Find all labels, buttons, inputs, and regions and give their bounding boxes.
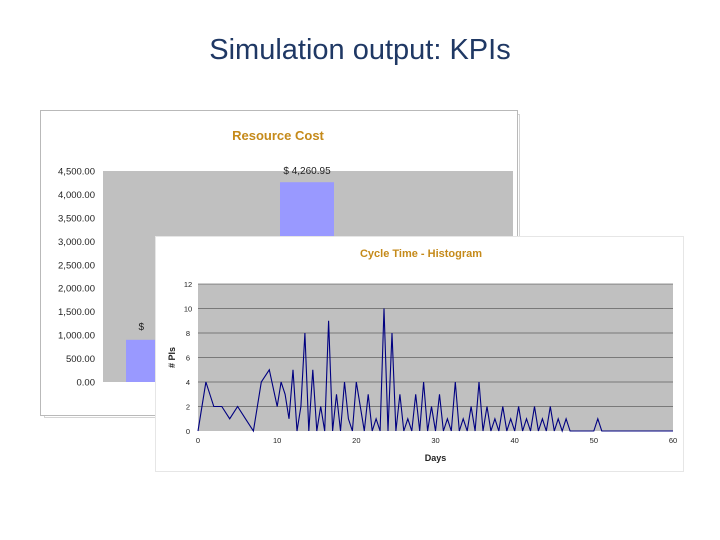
cycle-time-chart: Cycle Time - Histogram 0 2 4 6 8 10 12 0 10 20 30 40… bbox=[155, 236, 684, 472]
y-tick-label: 4,500.00 bbox=[58, 167, 95, 178]
y-tick-label: 4 bbox=[186, 378, 190, 387]
y-tick-label: 1,500.00 bbox=[58, 307, 95, 318]
y-tick-label: 3,000.00 bbox=[58, 237, 95, 248]
y-tick-label: 2 bbox=[186, 403, 190, 412]
cycle-time-svg: Cycle Time - Histogram 0 2 4 6 8 10 12 0 10 20 30 40… bbox=[167, 248, 677, 463]
data-label: $ 4,260.95 bbox=[283, 166, 331, 177]
x-tick-label: 30 bbox=[431, 436, 439, 445]
y-tick-label: 4,000.00 bbox=[58, 190, 95, 201]
y-tick-label: 10 bbox=[184, 305, 192, 314]
x-axis-label: Days bbox=[425, 453, 447, 463]
x-tick-label: 40 bbox=[510, 436, 518, 445]
y-tick-label: 0.00 bbox=[77, 378, 96, 389]
y-tick-label: 6 bbox=[186, 354, 190, 363]
y-tick-label: 500.00 bbox=[66, 354, 95, 365]
y-tick-label: 8 bbox=[186, 329, 190, 338]
y-tick-label: 1,000.00 bbox=[58, 331, 95, 342]
y-tick-label: 12 bbox=[184, 280, 192, 289]
x-tick-label: 20 bbox=[352, 436, 360, 445]
x-tick-label: 10 bbox=[273, 436, 281, 445]
chart-title: Cycle Time - Histogram bbox=[360, 248, 482, 260]
chart-title: Resource Cost bbox=[232, 128, 324, 143]
y-axis-label: # PIs bbox=[167, 347, 177, 368]
y-tick-label: 0 bbox=[186, 427, 190, 436]
x-tick-label: 60 bbox=[669, 436, 677, 445]
x-tick-label: 0 bbox=[196, 436, 200, 445]
x-tick-label: 50 bbox=[590, 436, 598, 445]
y-tick-label: 2,500.00 bbox=[58, 260, 95, 271]
slide-title: Simulation output: KPIs bbox=[209, 34, 511, 66]
data-label: $ bbox=[138, 322, 144, 333]
y-tick-label: 2,000.00 bbox=[58, 284, 95, 295]
y-tick-label: 3,500.00 bbox=[58, 213, 95, 224]
series-line bbox=[197, 308, 673, 433]
